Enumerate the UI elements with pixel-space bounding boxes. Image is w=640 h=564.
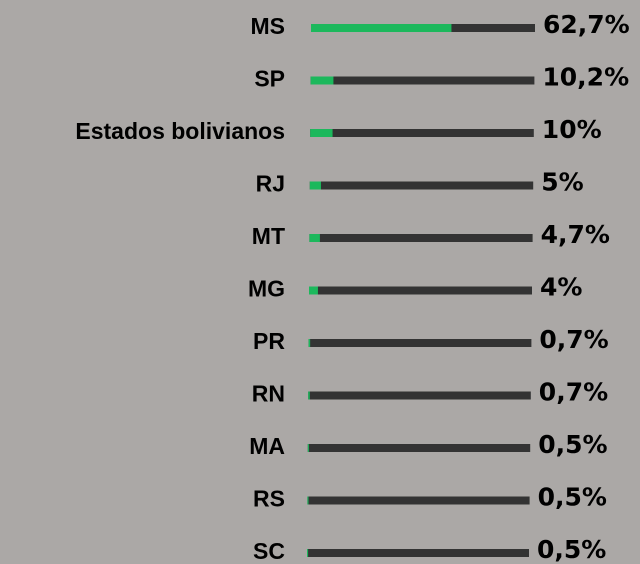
- value-label: 10,2%: [542, 63, 629, 92]
- bar-track: [310, 76, 535, 85]
- value-label: 5%: [541, 168, 583, 197]
- value-label: 0,5%: [538, 483, 607, 512]
- category-label: Estados bolivianos: [75, 118, 285, 144]
- category-label: SP: [254, 66, 285, 92]
- bar-track: [309, 181, 534, 190]
- bar: [307, 496, 309, 505]
- bar-track: [307, 496, 530, 505]
- category-label: MS: [251, 13, 286, 39]
- value-label: 10%: [542, 115, 602, 144]
- value-label: 62,7%: [543, 10, 630, 39]
- bar: [309, 234, 320, 242]
- bar: [308, 391, 310, 400]
- bar-track: [307, 549, 529, 557]
- bar-track: [310, 129, 534, 137]
- category-label: RN: [252, 381, 285, 407]
- bar: [311, 24, 452, 32]
- bar: [310, 76, 334, 85]
- value-label: 4%: [540, 273, 582, 302]
- bar: [310, 129, 333, 137]
- bar-track: [308, 339, 532, 347]
- category-label: RJ: [256, 171, 285, 197]
- category-label: MG: [248, 276, 285, 302]
- bar-track: [309, 234, 533, 242]
- category-label: MA: [249, 433, 285, 459]
- bar-track: [307, 444, 531, 452]
- bar: [309, 286, 318, 295]
- bar-track: [308, 391, 531, 400]
- category-label: RS: [253, 486, 285, 512]
- bar: [307, 444, 309, 452]
- value-label: 0,5%: [538, 430, 607, 459]
- value-label: 4,7%: [541, 220, 610, 249]
- value-label: 0,7%: [539, 378, 608, 407]
- value-label: 0,5%: [537, 535, 606, 564]
- bar: [308, 339, 311, 347]
- category-label: MT: [252, 223, 285, 249]
- bar: [307, 549, 309, 557]
- bar-track: [309, 286, 532, 295]
- category-label: PR: [253, 328, 285, 354]
- value-label: 0,7%: [539, 325, 608, 354]
- category-label: SC: [253, 538, 285, 564]
- bar: [309, 181, 321, 190]
